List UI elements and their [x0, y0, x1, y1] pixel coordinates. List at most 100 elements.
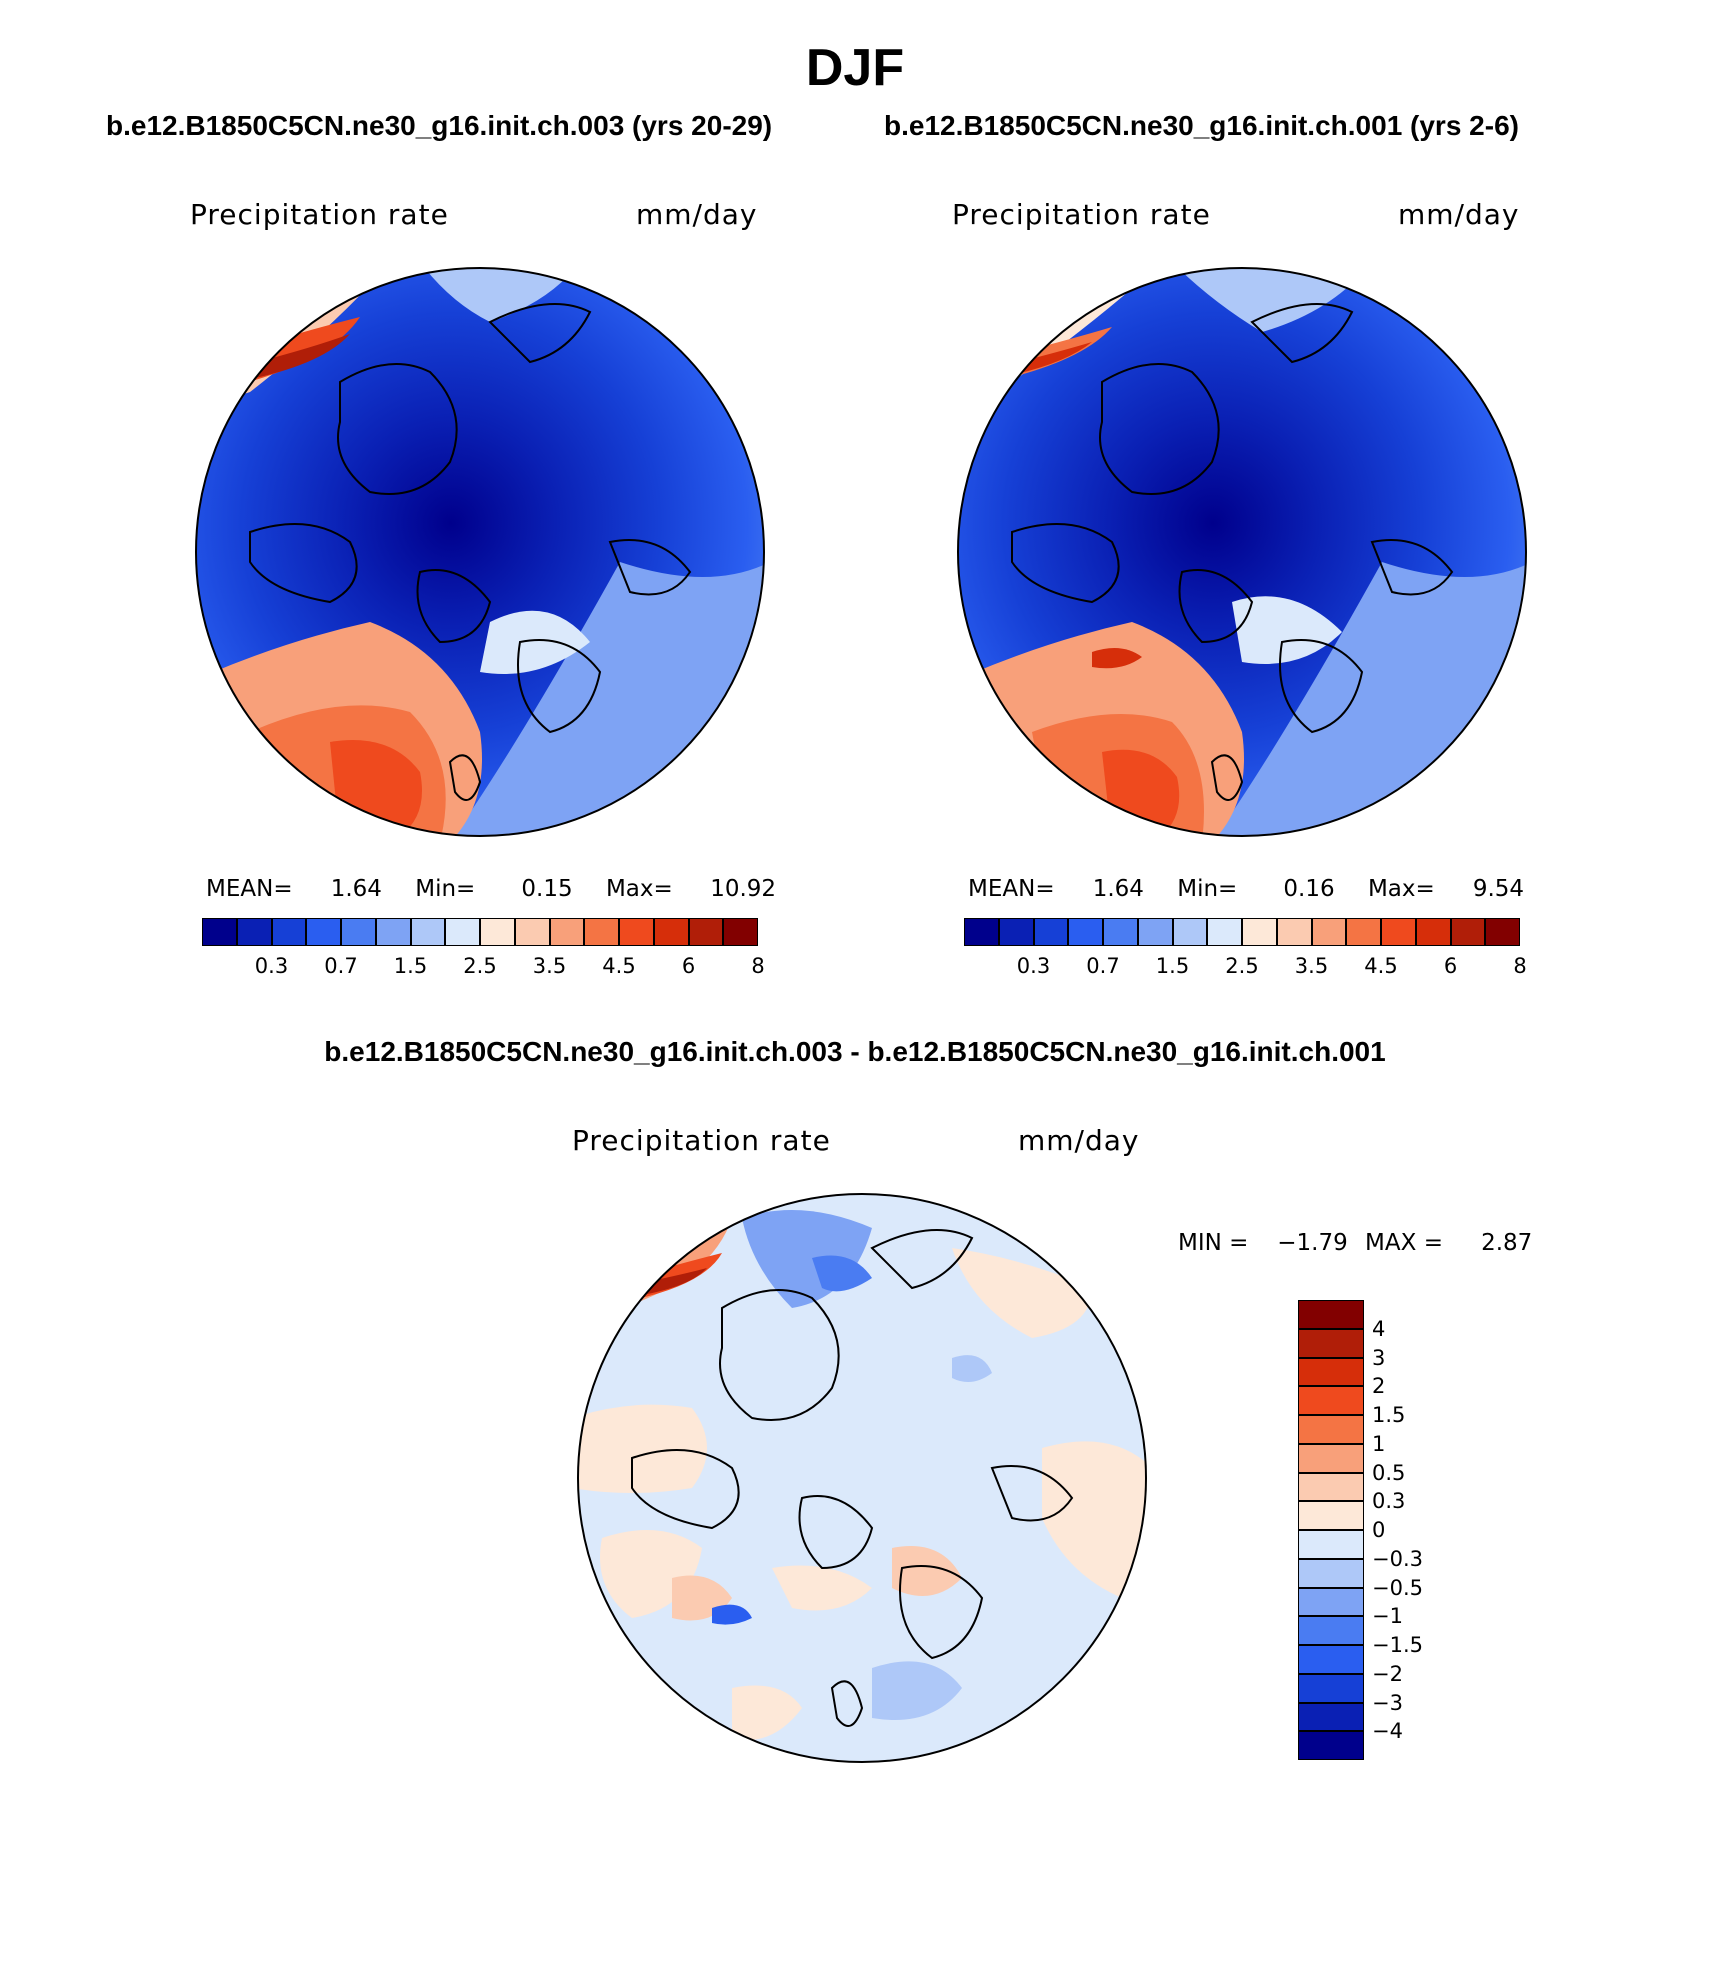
diff-colorbar-swatch-5	[1298, 1443, 1364, 1473]
case1-mean-label: MEAN=	[206, 876, 293, 902]
case1-colorbar-swatch-3	[306, 918, 341, 946]
case1-colorbar-swatch-9	[514, 918, 550, 946]
case1-colorbar-swatch-4	[341, 918, 376, 946]
case2-mean-label: MEAN=	[968, 876, 1055, 902]
case1-colorbar-tick-label: 2.5	[463, 954, 497, 978]
diff-colorbar-swatch-8	[1298, 1530, 1364, 1559]
case1-colorbar-tick-label: 6	[681, 954, 696, 978]
case2-stats: MEAN= 1.64 Min= 0.16 Max= 9.54	[968, 876, 1524, 902]
case2-colorbar-tick-label: 0.7	[1086, 954, 1120, 978]
case2-colorbar	[964, 918, 1520, 946]
case1-colorbar-tick-label: 8	[751, 954, 765, 978]
case2-coastlines	[1011, 303, 1454, 801]
diff-colorbar-swatch-13	[1298, 1673, 1364, 1703]
diff-precip-field	[578, 1194, 1146, 1762]
case2-mean-value: 1.64	[1092, 876, 1144, 902]
diff-colorbar-tick-label: 0.3	[1372, 1489, 1406, 1514]
case2-colorbar-swatch-6	[1172, 918, 1208, 946]
diff-colorbar-tick-label: −3	[1372, 1690, 1403, 1715]
case1-colorbar-tick-label: 0.3	[254, 954, 289, 978]
diff-colorbar-swatch-4	[1298, 1415, 1364, 1444]
diff-stats: MIN = −1.79 MAX = 2.87	[1178, 1230, 1532, 1256]
case1-colorbar-swatch-6	[410, 918, 446, 946]
case1-colorbar-swatch-0	[202, 918, 237, 946]
diff-colorbar-labels: 4 3 2 1.5 1 0.5 0.3 0 −0.3 −0.5 −1 −1.5 −2 −3 −4	[1372, 1300, 1482, 1760]
case1-max-label: Max=	[605, 876, 673, 902]
diff-colorbar-swatch-9	[1298, 1558, 1364, 1588]
diff-max-value: 2.87	[1481, 1230, 1533, 1256]
case1-colorbar-tick-label: 3.5	[532, 954, 567, 978]
case2-colorbar-swatch-3	[1068, 918, 1103, 946]
diff-colorbar	[1298, 1300, 1364, 1760]
diff-units-label: mm/day	[1018, 1124, 1140, 1157]
case2-colorbar-swatch-5	[1137, 918, 1173, 946]
case1-colorbar-labels: 0.3 0.7 1.5 2.5 3.5 4.5 6 8	[202, 954, 765, 980]
case1-precip-field	[196, 268, 764, 836]
case2-colorbar-swatch-2	[1033, 918, 1069, 946]
diff-colorbar-tick-label: −2	[1372, 1661, 1403, 1686]
case2-colorbar-swatch-8	[1242, 918, 1277, 946]
diff-colorbar-swatch-6	[1298, 1472, 1364, 1502]
case2-colorbar-tick-label: 3.5	[1294, 954, 1329, 978]
case2-colorbar-swatch-13	[1415, 918, 1451, 946]
diff-colorbar-swatch-10	[1298, 1587, 1364, 1617]
case2-title: b.e12.B1850C5CN.ne30_g16.init.ch.001 (yr…	[884, 110, 1519, 141]
case2-colorbar-tick-label: 8	[1513, 954, 1527, 978]
case2-colorbar-swatch-10	[1311, 918, 1347, 946]
case1-units-label: mm/day	[636, 198, 758, 231]
case2-min-label: Min=	[1177, 876, 1238, 902]
case1-colorbar-swatch-2	[271, 918, 307, 946]
case2-variable-label: Precipitation rate	[952, 198, 1211, 231]
case1-colorbar-swatch-1	[236, 918, 272, 946]
diff-colorbar-swatch-2	[1298, 1357, 1364, 1387]
diff-colorbar-swatch-1	[1298, 1328, 1364, 1358]
diff-polar-map	[577, 1193, 1147, 1763]
diff-colorbar-swatch-15	[1298, 1731, 1364, 1760]
case1-colorbar-swatch-5	[375, 918, 411, 946]
case2-colorbar-swatch-4	[1103, 918, 1138, 946]
case2-colorbar-tick-label: 0.3	[1016, 954, 1051, 978]
diff-colorbar-tick-label: −0.5	[1372, 1575, 1423, 1600]
diff-colorbar-tick-label: 1	[1372, 1431, 1386, 1456]
case2-colorbar-swatch-15	[1485, 918, 1520, 946]
case2-colorbar-swatch-0	[964, 918, 999, 946]
case2-colorbar-tick-label: 4.5	[1364, 954, 1398, 978]
diff-colorbar-swatch-12	[1298, 1645, 1364, 1674]
diff-variable-label: Precipitation rate	[572, 1124, 831, 1157]
case2-colorbar-swatch-11	[1346, 918, 1381, 946]
case2-precip-field	[958, 268, 1526, 836]
case2-colorbar-swatch-14	[1450, 918, 1486, 946]
case1-colorbar-swatch-11	[584, 918, 619, 946]
case1-polar-map	[195, 267, 765, 837]
case1-colorbar-swatch-15	[723, 918, 758, 946]
diff-max-label: MAX =	[1365, 1230, 1443, 1256]
case1-min-label: Min=	[415, 876, 476, 902]
case1-stats: MEAN= 1.64 Min= 0.15 Max= 10.92	[206, 876, 776, 902]
case2-colorbar-labels: 0.3 0.7 1.5 2.5 3.5 4.5 6 8	[964, 954, 1527, 980]
diff-min-label: MIN =	[1178, 1230, 1249, 1256]
case1-coastlines	[249, 303, 692, 801]
diff-colorbar-swatch-11	[1298, 1616, 1364, 1645]
diff-colorbar-tick-label: 3	[1372, 1345, 1386, 1370]
case2-colorbar-swatch-9	[1276, 918, 1312, 946]
diff-colorbar-tick-label: 2	[1372, 1374, 1386, 1399]
case1-colorbar-swatch-8	[480, 918, 515, 946]
diff-colorbar-tick-label: 0	[1372, 1518, 1386, 1542]
case1-colorbar-tick-label: 4.5	[602, 954, 636, 978]
diff-map-border	[577, 1193, 1147, 1763]
case2-polar-map	[957, 267, 1527, 837]
case2-colorbar-tick-label: 1.5	[1155, 954, 1190, 978]
diff-colorbar-swatch-14	[1298, 1702, 1364, 1732]
diff-title: b.e12.B1850C5CN.ne30_g16.init.ch.003 - b…	[324, 1036, 1386, 1067]
case2-colorbar-tick-label: 6	[1443, 954, 1458, 978]
case1-variable-label: Precipitation rate	[190, 198, 449, 231]
case2-colorbar-swatch-12	[1381, 918, 1416, 946]
case1-colorbar-swatch-14	[688, 918, 724, 946]
diff-colorbar-tick-label: 4	[1372, 1316, 1386, 1341]
case2-min-value: 0.16	[1283, 876, 1335, 902]
diff-colorbar-tick-label: −4	[1372, 1719, 1403, 1744]
case1-colorbar-swatch-10	[549, 918, 585, 946]
case1-colorbar-swatch-12	[619, 918, 654, 946]
case1-colorbar-swatch-13	[653, 918, 689, 946]
diff-colorbar-tick-label: −1	[1372, 1604, 1403, 1629]
